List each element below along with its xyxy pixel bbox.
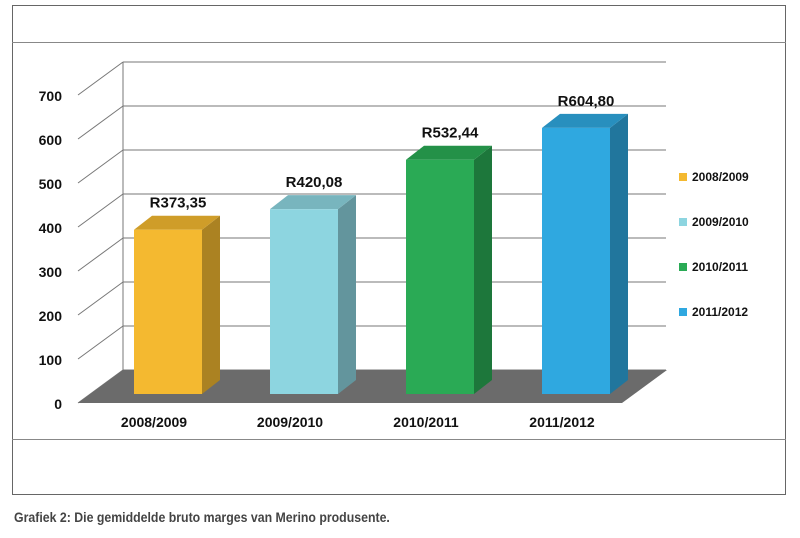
y-tick-label: 400 bbox=[39, 220, 63, 236]
bar bbox=[542, 127, 610, 394]
legend-label: 2010/2011 bbox=[692, 260, 748, 274]
bar-top bbox=[406, 145, 492, 160]
bar-side bbox=[610, 113, 628, 394]
bar-top bbox=[542, 113, 628, 128]
legend-swatch bbox=[679, 218, 687, 226]
y-tick-label: 200 bbox=[39, 308, 63, 324]
bar bbox=[270, 209, 338, 394]
y-tick-label: 700 bbox=[39, 88, 63, 104]
data-label: R420,08 bbox=[286, 174, 343, 191]
bar-chart: 0 100 200 300 400 500 600 700 R373,35 2008/2009 R4… bbox=[39, 61, 749, 430]
gridline-side bbox=[77, 149, 124, 184]
bar-side bbox=[202, 215, 220, 394]
bar-side bbox=[338, 195, 356, 394]
y-tick-label: 300 bbox=[39, 264, 63, 280]
bar bbox=[406, 159, 474, 394]
bar-top bbox=[270, 195, 356, 210]
legend-swatch bbox=[679, 173, 687, 181]
legend-swatch bbox=[679, 263, 687, 271]
gridline-side bbox=[77, 281, 124, 316]
legend-swatch bbox=[679, 308, 687, 316]
bar-side bbox=[474, 145, 492, 394]
x-tick-label: 2008/2009 bbox=[121, 414, 187, 430]
y-tick-label: 500 bbox=[39, 176, 63, 192]
x-tick-label: 2009/2010 bbox=[257, 414, 323, 430]
data-label: R373,35 bbox=[150, 195, 207, 212]
floor bbox=[78, 370, 667, 403]
y-tick-label: 0 bbox=[54, 396, 62, 412]
x-tick-label: 2011/2012 bbox=[529, 414, 595, 430]
data-label: R532,44 bbox=[422, 125, 479, 142]
gridline-side bbox=[77, 105, 124, 140]
legend-label: 2008/2009 bbox=[692, 170, 749, 184]
gridline-side bbox=[77, 237, 124, 272]
bar bbox=[134, 229, 202, 394]
y-tick-label: 600 bbox=[39, 132, 63, 148]
gridline-side bbox=[77, 61, 124, 96]
x-tick-label: 2010/2011 bbox=[393, 414, 459, 430]
chart-frame bbox=[12, 5, 786, 495]
data-label: R604,80 bbox=[558, 93, 615, 110]
legend-label: 2009/2010 bbox=[692, 215, 749, 229]
figure-caption: Grafiek 2: Die gemiddelde bruto marges v… bbox=[14, 509, 390, 525]
legend-label: 2011/2012 bbox=[692, 305, 748, 319]
gridline-side bbox=[77, 325, 124, 360]
plot-area-border bbox=[12, 42, 786, 440]
y-tick-label: 100 bbox=[39, 352, 63, 368]
bar-top bbox=[134, 215, 220, 230]
gridline-side bbox=[77, 193, 124, 228]
